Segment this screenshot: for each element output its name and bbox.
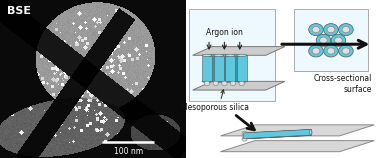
Ellipse shape (310, 130, 312, 135)
Circle shape (342, 26, 350, 33)
Circle shape (230, 81, 236, 86)
Polygon shape (243, 130, 311, 139)
Circle shape (242, 131, 247, 135)
Ellipse shape (237, 54, 247, 56)
Polygon shape (243, 130, 311, 139)
Polygon shape (193, 47, 285, 55)
Text: Argon ion: Argon ion (206, 28, 243, 37)
Circle shape (327, 26, 335, 33)
Ellipse shape (231, 80, 241, 82)
Polygon shape (225, 55, 235, 81)
Ellipse shape (310, 130, 312, 135)
Polygon shape (220, 125, 374, 136)
Ellipse shape (202, 54, 212, 56)
Circle shape (324, 24, 338, 36)
Text: 100 nm: 100 nm (114, 147, 143, 156)
Ellipse shape (219, 54, 229, 56)
Circle shape (324, 45, 338, 57)
Ellipse shape (237, 80, 247, 82)
Polygon shape (243, 129, 311, 139)
Polygon shape (202, 55, 212, 81)
Ellipse shape (219, 80, 229, 82)
Circle shape (242, 137, 247, 141)
Polygon shape (237, 55, 247, 81)
Circle shape (327, 48, 335, 54)
Ellipse shape (225, 80, 235, 82)
Polygon shape (214, 55, 224, 81)
Circle shape (339, 45, 353, 57)
Ellipse shape (231, 54, 241, 56)
Circle shape (331, 34, 346, 46)
Polygon shape (208, 55, 218, 81)
Circle shape (320, 37, 327, 43)
Polygon shape (193, 81, 285, 90)
Ellipse shape (225, 54, 235, 56)
Circle shape (342, 48, 350, 54)
Circle shape (312, 26, 320, 33)
Ellipse shape (208, 54, 218, 56)
Circle shape (222, 81, 227, 86)
Circle shape (309, 24, 323, 36)
Circle shape (309, 45, 323, 57)
Circle shape (335, 37, 342, 43)
Ellipse shape (208, 80, 218, 82)
Circle shape (316, 34, 331, 46)
Circle shape (213, 81, 218, 86)
FancyBboxPatch shape (189, 9, 275, 101)
Ellipse shape (214, 54, 224, 56)
Polygon shape (243, 130, 311, 139)
Circle shape (242, 134, 247, 138)
Ellipse shape (310, 129, 312, 135)
Ellipse shape (202, 80, 212, 82)
Polygon shape (219, 55, 229, 81)
Polygon shape (220, 141, 374, 152)
Circle shape (339, 24, 353, 36)
Ellipse shape (310, 130, 312, 136)
Circle shape (204, 81, 210, 86)
Ellipse shape (214, 80, 224, 82)
Text: Mesoporous silica: Mesoporous silica (181, 103, 249, 112)
Polygon shape (231, 55, 241, 81)
FancyBboxPatch shape (293, 9, 369, 71)
Circle shape (312, 48, 320, 54)
Text: BSE: BSE (8, 6, 31, 16)
Text: Cross-sectional
surface: Cross-sectional surface (314, 74, 372, 94)
Circle shape (239, 81, 244, 86)
